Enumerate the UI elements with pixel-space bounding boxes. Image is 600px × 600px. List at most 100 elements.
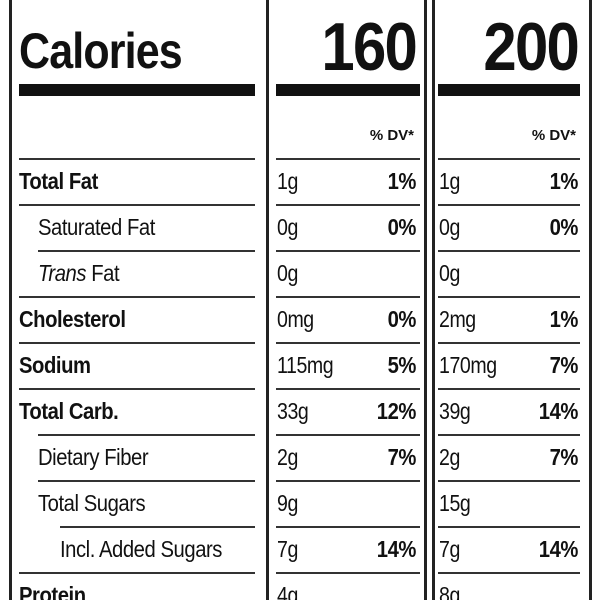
amount-column-1: 0g <box>277 214 298 240</box>
daily-value-column-2: 1% <box>549 306 579 332</box>
nutrient-name-italic: Trans <box>38 260 87 286</box>
row-divider <box>276 342 420 344</box>
amount-column-1: 115mg <box>277 352 334 378</box>
amount-column-2: 2mg <box>439 306 476 332</box>
daily-value-column-2: 7% <box>549 444 579 470</box>
row-divider <box>276 388 420 390</box>
daily-value-column-1: 1% <box>387 168 417 194</box>
amount-column-1: 4g <box>277 582 298 600</box>
column-border <box>266 0 269 600</box>
thick-divider <box>276 84 420 96</box>
daily-value-column-1: 12% <box>376 398 417 424</box>
row-divider <box>19 388 255 390</box>
row-divider <box>438 526 580 528</box>
row-divider <box>276 526 420 528</box>
amount-column-1: 7g <box>277 536 298 562</box>
amount-column-1: 33g <box>277 398 309 424</box>
amount-column-2: 15g <box>439 490 471 516</box>
row-divider <box>438 480 580 482</box>
daily-value-column-2: 14% <box>538 398 579 424</box>
nutrient-row-protein: Protein 4g 8g <box>0 574 600 600</box>
row-divider <box>438 204 580 206</box>
amount-column-1: 0mg <box>277 306 314 332</box>
daily-value-column-2: 14% <box>538 536 579 562</box>
nutrient-name: Total Sugars <box>38 490 146 516</box>
row-divider <box>38 250 255 252</box>
row-divider <box>438 342 580 344</box>
row-divider <box>19 204 255 206</box>
nutrient-row-saturated-fat: Saturated Fat 0g 0% 0g 0% <box>0 206 600 252</box>
row-divider <box>276 250 420 252</box>
row-divider <box>438 572 580 574</box>
row-divider <box>438 434 580 436</box>
row-divider <box>438 388 580 390</box>
daily-value-column-1: 14% <box>376 536 417 562</box>
nutrient-name: Protein <box>19 582 86 600</box>
amount-column-1: 2g <box>277 444 298 470</box>
row-divider <box>19 158 255 160</box>
row-divider <box>276 158 420 160</box>
daily-value-column-2: 0% <box>549 214 579 240</box>
row-divider <box>60 526 255 528</box>
row-divider <box>276 480 420 482</box>
row-divider <box>19 342 255 344</box>
row-divider <box>438 296 580 298</box>
amount-column-1: 0g <box>277 260 298 286</box>
daily-value-header-column-1: % DV* <box>369 127 414 144</box>
amount-column-2: 1g <box>439 168 460 194</box>
daily-value-column-1: 0% <box>387 214 417 240</box>
amount-column-1: 9g <box>277 490 298 516</box>
amount-column-2: 2g <box>439 444 460 470</box>
nutrient-row-cholesterol: Cholesterol 0mg 0% 2mg 1% <box>0 298 600 344</box>
nutrient-name: Cholesterol <box>19 306 126 332</box>
nutrient-name: Trans Fat <box>38 260 120 287</box>
nutrient-row-sodium: Sodium 115mg 5% 170mg 7% <box>0 344 600 390</box>
row-divider <box>276 204 420 206</box>
row-divider <box>438 158 580 160</box>
row-divider <box>38 434 255 436</box>
nutrient-name: Total Fat <box>19 168 98 194</box>
column-border <box>589 0 592 600</box>
calories-label: Calories <box>19 23 183 79</box>
nutrient-row-dietary-fiber: Dietary Fiber 2g 7% 2g 7% <box>0 436 600 482</box>
row-divider <box>276 434 420 436</box>
nutrient-name: Dietary Fiber <box>38 444 149 470</box>
calories-value-column-2: 200 <box>483 9 579 85</box>
nutrient-name-rest: Fat <box>86 260 120 286</box>
nutrient-row-total-carb: Total Carb. 33g 12% 39g 14% <box>0 390 600 436</box>
amount-column-2: 7g <box>439 536 460 562</box>
amount-column-2: 170mg <box>439 352 497 378</box>
daily-value-column-1: 7% <box>387 444 417 470</box>
nutrient-name: Incl. Added Sugars <box>60 536 222 562</box>
row-divider <box>19 572 255 574</box>
amount-column-2: 39g <box>439 398 471 424</box>
daily-value-column-1: 0% <box>387 306 417 332</box>
daily-value-column-2: 7% <box>549 352 579 378</box>
column-border <box>432 0 435 600</box>
daily-value-column-1: 5% <box>387 352 417 378</box>
daily-value-column-2: 1% <box>549 168 579 194</box>
thick-divider <box>438 84 580 96</box>
daily-value-header-column-2: % DV* <box>531 127 576 144</box>
amount-column-1: 1g <box>277 168 298 194</box>
nutrient-row-trans-fat: Trans Fat 0g 0g <box>0 252 600 298</box>
column-border <box>424 0 427 600</box>
row-divider <box>438 250 580 252</box>
amount-column-2: 8g <box>439 582 460 600</box>
calories-value-column-1: 160 <box>321 9 417 85</box>
row-divider <box>276 572 420 574</box>
amount-column-2: 0g <box>439 260 460 286</box>
amount-column-2: 0g <box>439 214 460 240</box>
row-divider <box>19 296 255 298</box>
column-border <box>9 0 12 600</box>
row-divider <box>38 480 255 482</box>
nutrient-row-added-sugars: Incl. Added Sugars 7g 14% 7g 14% <box>0 528 600 574</box>
nutrient-row-total-fat: Total Fat 1g 1% 1g 1% <box>0 158 600 206</box>
nutrient-name: Saturated Fat <box>38 214 155 240</box>
thick-divider <box>19 84 255 96</box>
nutrient-row-total-sugars: Total Sugars 9g 15g <box>0 482 600 528</box>
nutrient-name: Total Carb. <box>19 398 119 424</box>
row-divider <box>276 296 420 298</box>
nutrient-name: Sodium <box>19 352 91 378</box>
